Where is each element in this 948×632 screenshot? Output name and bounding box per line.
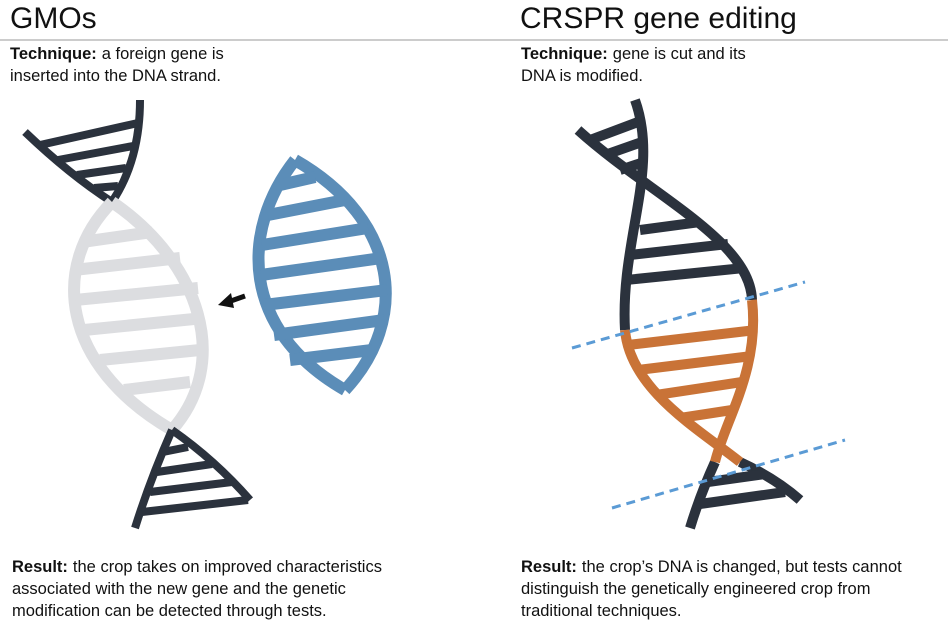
panel-title: CRSPR gene editing bbox=[520, 2, 797, 35]
technique-label: Technique: bbox=[10, 45, 97, 63]
technique: Technique: a foreign gene is inserted int… bbox=[10, 43, 255, 87]
technique-text: a foreign gene is inserted into the DNA … bbox=[10, 45, 224, 85]
result: Result: the crop takes on improved charac… bbox=[12, 556, 432, 622]
gmo-helix bbox=[22, 99, 392, 530]
panel-title: GMOs bbox=[10, 2, 97, 35]
result-text: the crop takes on improved characteristi… bbox=[12, 558, 382, 620]
result: Result: the crop’s DNA is changed, but te… bbox=[521, 556, 941, 622]
result-label: Result: bbox=[12, 558, 68, 576]
technique: Technique: gene is cut and its DNA is mod… bbox=[521, 43, 771, 87]
result-text: the crop’s DNA is changed, but tests can… bbox=[521, 558, 902, 620]
technique-text: gene is cut and its DNA is modified. bbox=[521, 45, 746, 85]
crispr-helix bbox=[571, 98, 846, 530]
result-label: Result: bbox=[521, 558, 577, 576]
technique-label: Technique: bbox=[521, 45, 608, 63]
